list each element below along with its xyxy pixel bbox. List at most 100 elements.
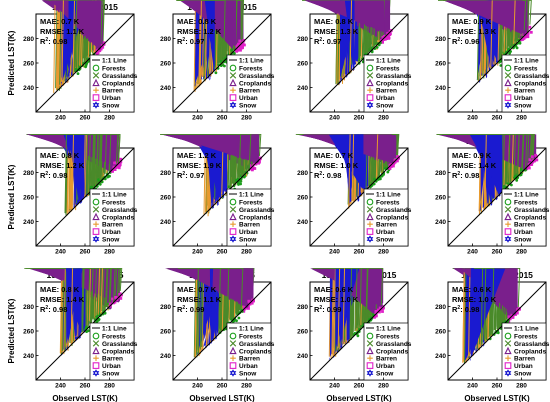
rmse-label: RMSE: 1.4 K [452, 161, 497, 170]
x-tick-label: 280 [104, 249, 115, 256]
data-points [438, 0, 533, 83]
data-point [230, 48, 233, 52]
rmse-label: RMSE: 1.1 K [40, 27, 85, 36]
data-point [95, 315, 99, 318]
data-point [204, 0, 215, 68]
data-point [235, 319, 238, 323]
legend-item-label: 1:1 Line [102, 326, 127, 333]
data-point [237, 42, 240, 46]
data-point [240, 44, 244, 48]
legend: 1:1 LineForestsGrasslandsCroplandsBarren… [89, 322, 138, 381]
data-point [334, 268, 360, 354]
data-point [331, 268, 334, 355]
r2-label: R2: 0.97 [177, 171, 204, 180]
x-tick-label: 280 [516, 115, 527, 122]
y-tick-label: 260 [297, 328, 308, 335]
legend-item-label: Snow [514, 103, 532, 110]
legend-item-label: Urban [102, 229, 121, 236]
data-point [61, 0, 64, 83]
legend: 1:1 LineForestsGrasslandsCroplandsBarren… [363, 322, 412, 381]
y-tick-label: 280 [297, 36, 308, 43]
legend-marker [229, 198, 237, 206]
data-point [238, 47, 242, 51]
data-point [499, 64, 503, 67]
legend-item-label: Forests [102, 200, 126, 207]
data-point [58, 0, 61, 89]
legend: 1:1 LineForestsGrasslandsCroplandsBarren… [89, 54, 138, 113]
one-to-one-line [309, 147, 409, 247]
y-tick-label: 280 [435, 36, 446, 43]
legend-marker [229, 206, 237, 213]
legend-marker [229, 94, 237, 101]
data-point [392, 164, 395, 168]
legend-item-label: Urban [376, 229, 395, 236]
legend-marker [366, 235, 374, 243]
data-point [387, 36, 391, 40]
data-point [209, 134, 219, 206]
data-point [239, 182, 242, 186]
x-tick-label: 260 [217, 249, 228, 256]
data-points [24, 268, 123, 356]
x-tick-label: 280 [241, 115, 252, 122]
y-tick-label: 280 [23, 170, 34, 177]
one-to-one-line [447, 281, 547, 381]
legend-item-label: Croplands [514, 348, 547, 355]
y-tick-label: 280 [23, 304, 34, 311]
legend-item-label: Barren [514, 356, 535, 363]
data-points [436, 134, 539, 215]
data-points [176, 0, 246, 92]
legend-item-label: Snow [102, 371, 120, 378]
legend-item-label: Croplands [239, 348, 272, 355]
legend-item-label: Snow [376, 103, 394, 110]
legend-item-label: Grasslands [514, 73, 550, 80]
x-tick-label: 260 [354, 383, 365, 390]
x-tick-label: 280 [378, 249, 389, 256]
data-point [372, 182, 376, 186]
y-tick-label: 280 [23, 36, 34, 43]
legend-item-label: Grasslands [102, 207, 138, 214]
data-point [65, 268, 82, 334]
legend-item-label: Forests [514, 334, 538, 341]
one-to-one-line [35, 13, 135, 113]
data-point [378, 306, 382, 310]
rmse-label: RMSE: 1.0 K [452, 295, 497, 304]
x-tick-label: 240 [192, 115, 203, 122]
legend-marker [366, 212, 374, 221]
legend-marker [366, 340, 374, 347]
data-point [112, 165, 116, 169]
data-point [388, 166, 391, 170]
legend-item-label: Urban [239, 95, 258, 102]
legend: 1:1 LineForestsGrasslandsCroplandsBarren… [226, 322, 275, 381]
data-point [61, 268, 64, 353]
data-point [89, 186, 93, 190]
y-tick-label: 240 [435, 353, 446, 360]
data-point [526, 35, 530, 38]
y-tick-label: 240 [297, 219, 308, 226]
x-tick-label: 240 [467, 115, 478, 122]
data-point [382, 35, 386, 38]
data-point [60, 268, 63, 355]
legend-item-label: Snow [102, 103, 120, 110]
legend-item-label: Barren [102, 88, 123, 95]
y-tick-label: 240 [297, 85, 308, 92]
data-point [243, 43, 246, 47]
legend-item-label: Croplands [239, 80, 272, 87]
one-to-one-line [447, 13, 547, 113]
data-point [242, 309, 246, 313]
legend-item-label: Urban [239, 229, 258, 236]
legend-item-label: Croplands [376, 214, 409, 221]
legend-marker [366, 206, 374, 213]
mae-label: MAE: 0.6 K [314, 285, 354, 294]
data-points [302, 0, 393, 86]
data-point [518, 307, 521, 311]
data-point [100, 45, 104, 49]
data-point [76, 72, 80, 75]
x-tick-label: 260 [492, 249, 503, 256]
